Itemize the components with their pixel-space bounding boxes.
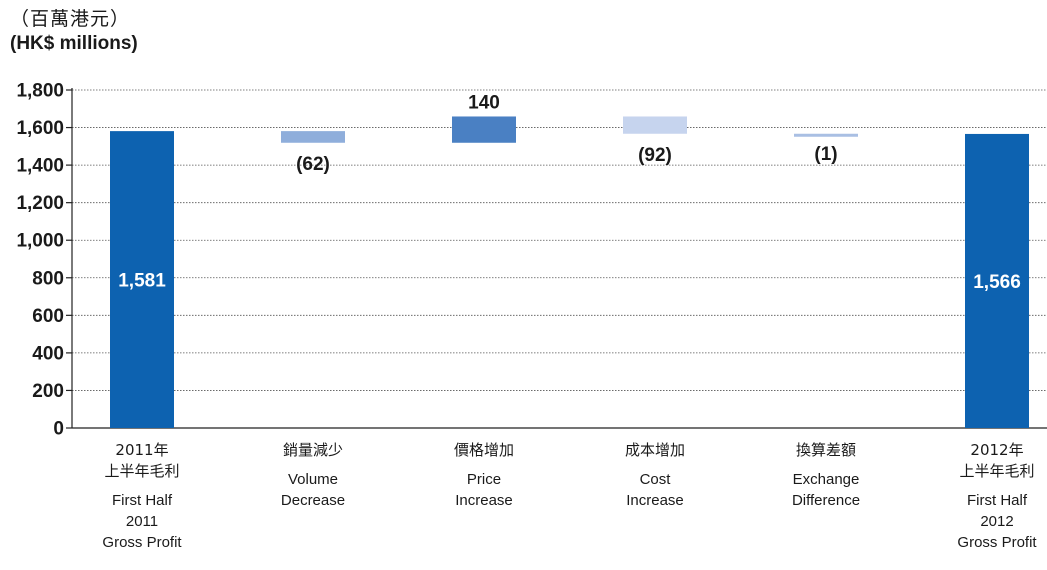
category-label-chinese: 價格增加 xyxy=(453,441,514,459)
waterfall-bar xyxy=(623,116,687,134)
category-label: 價格增加 Price Increase xyxy=(409,440,559,511)
category-label-english: Price Increase xyxy=(455,471,513,509)
y-tick-label: 1,600 xyxy=(16,118,64,139)
waterfall-bar xyxy=(794,133,858,137)
unit-label-chinese: （百萬港元） xyxy=(10,8,131,30)
data-label: 1,566 xyxy=(973,272,1021,293)
data-label: 140 xyxy=(468,92,500,113)
y-tick-label: 1,800 xyxy=(16,81,64,102)
y-tick-label: 400 xyxy=(32,343,64,364)
y-tick-label: 800 xyxy=(32,268,64,289)
unit-label-english: (HK$ millions) xyxy=(10,33,138,54)
y-tick-label: 200 xyxy=(32,381,64,402)
data-label: 1,581 xyxy=(118,271,166,292)
category-label: 2011年 上半年毛利 First Half 2011 Gross Profit xyxy=(67,440,217,553)
category-label-chinese: 2011年 上半年毛利 xyxy=(104,441,180,480)
category-label-english: Volume Decrease xyxy=(280,471,346,509)
data-label: (1) xyxy=(814,144,837,165)
waterfall-bar xyxy=(281,131,345,143)
waterfall-bar xyxy=(452,116,516,143)
category-label-english: First Half 2011 Gross Profit xyxy=(102,492,182,551)
y-tick-label: 0 xyxy=(53,419,64,440)
category-label: 成本增加 Cost Increase xyxy=(580,440,730,511)
category-label-chinese: 2012年 上半年毛利 xyxy=(959,441,1035,480)
data-label: (62) xyxy=(296,154,330,175)
data-label: (92) xyxy=(638,145,672,166)
category-label-english: Exchange Difference xyxy=(791,471,861,509)
category-label-english: Cost Increase xyxy=(626,471,684,509)
category-label-chinese: 成本增加 xyxy=(624,441,685,459)
y-tick-label: 1,400 xyxy=(16,156,64,177)
category-label-chinese: 銷量減少 xyxy=(282,441,343,459)
y-tick-label: 1,200 xyxy=(16,193,64,214)
category-label-english: First Half 2012 Gross Profit xyxy=(957,492,1037,551)
category-label: 2012年 上半年毛利 First Half 2012 Gross Profit xyxy=(922,440,1047,553)
waterfall-bar xyxy=(965,133,1029,428)
category-label: 換算差額 Exchange Difference xyxy=(751,440,901,511)
y-tick-label: 1,000 xyxy=(16,231,64,252)
category-label: 銷量減少 Volume Decrease xyxy=(238,440,388,511)
y-tick-label: 600 xyxy=(32,306,64,327)
category-label-chinese: 換算差額 xyxy=(795,441,856,459)
waterfall-bar xyxy=(110,131,174,428)
